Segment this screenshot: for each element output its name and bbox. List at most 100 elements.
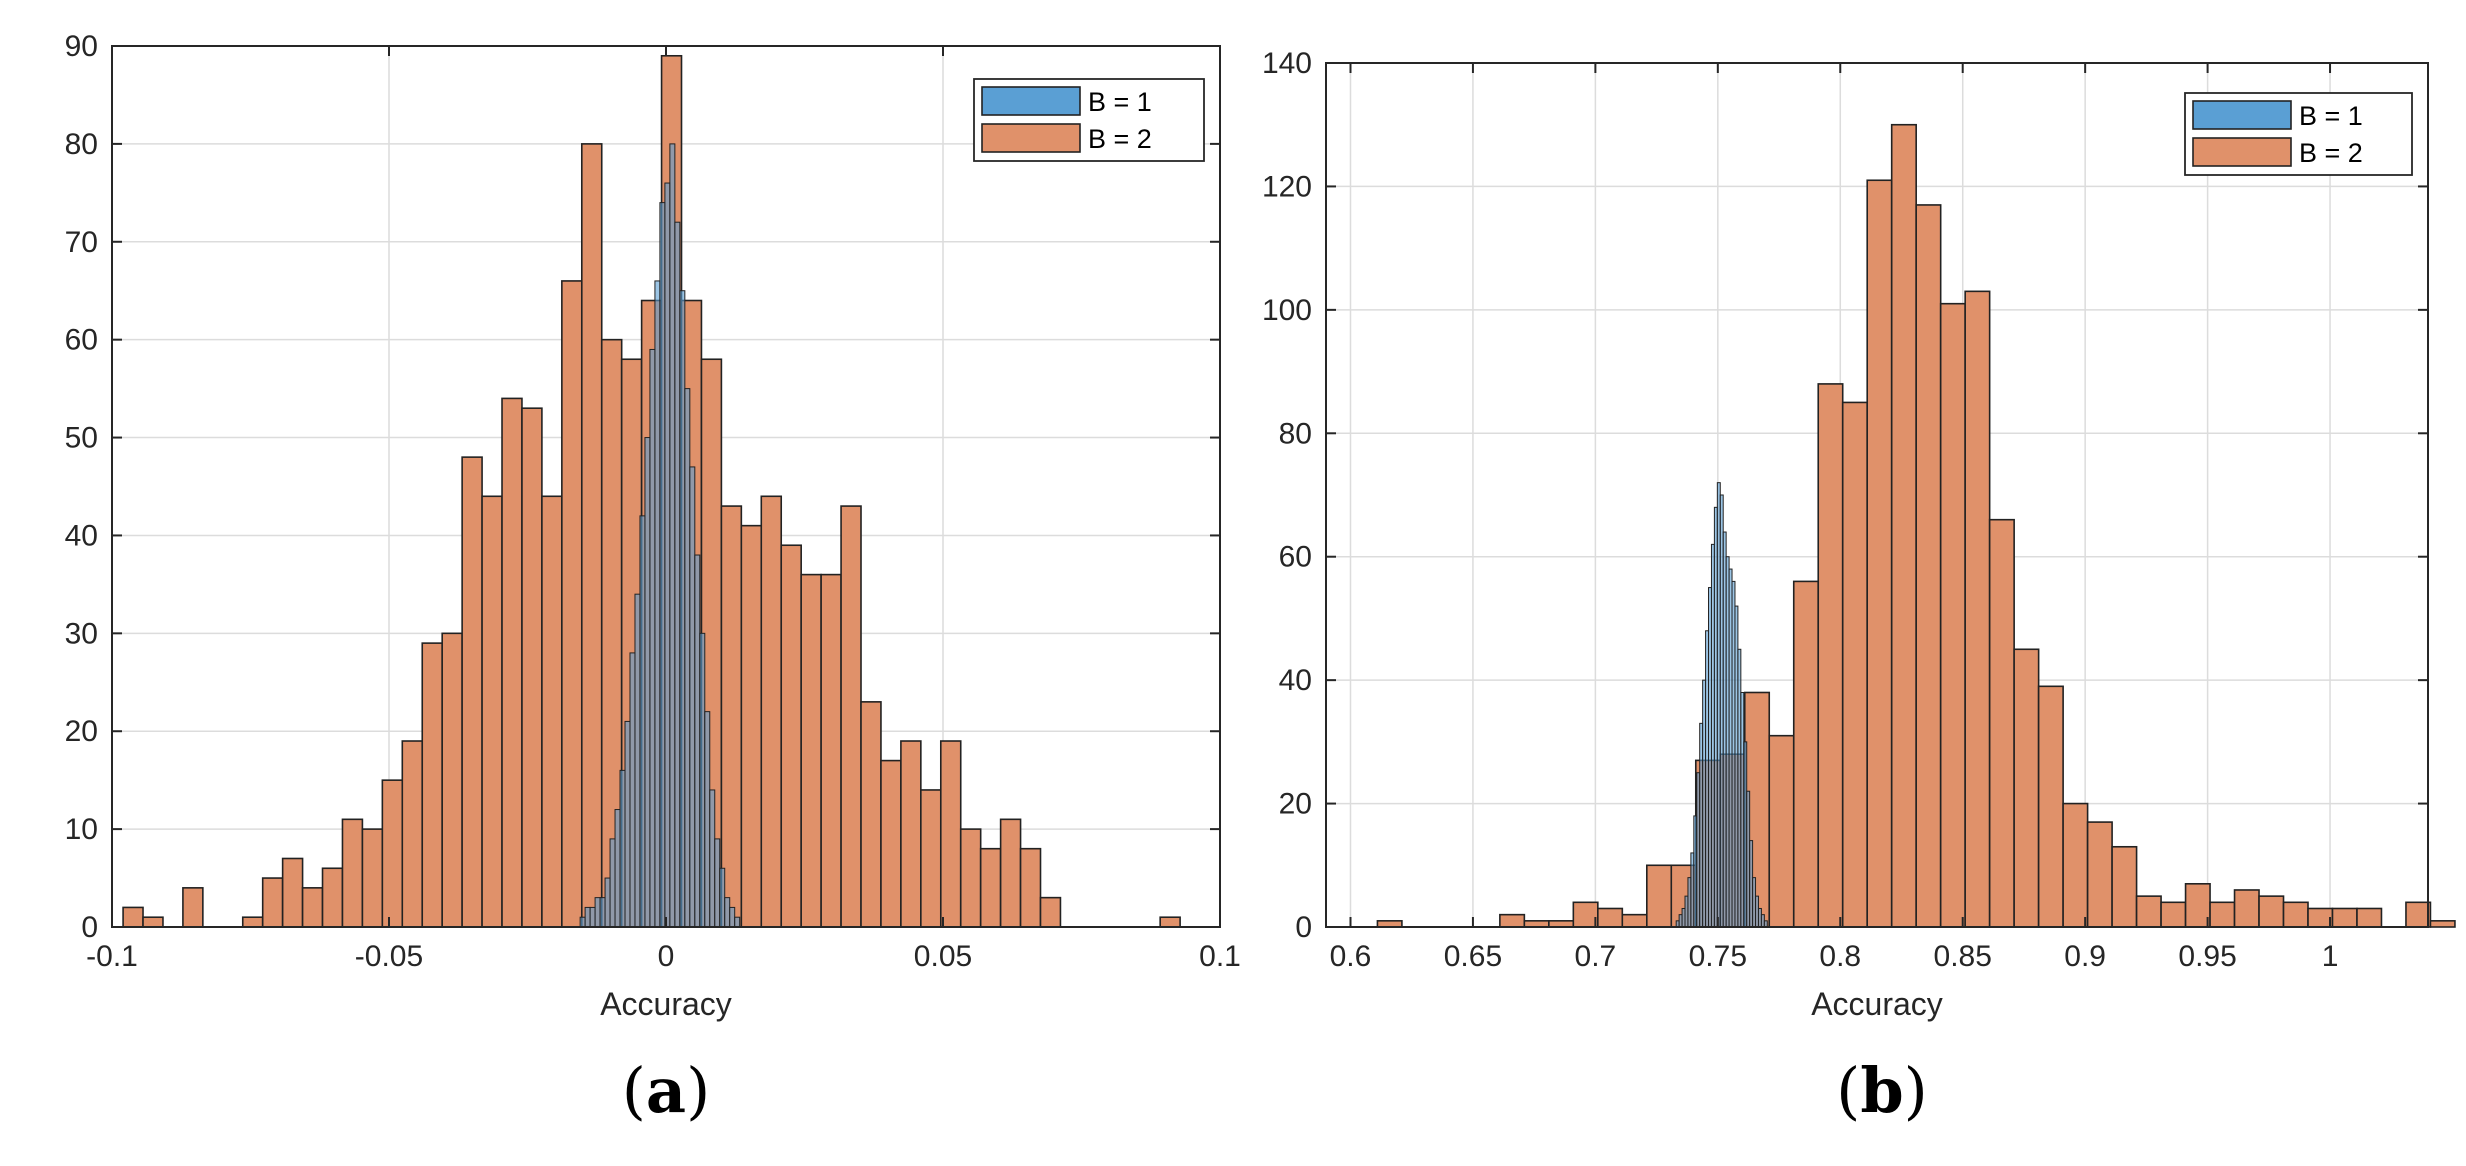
histogram-bar — [341, 818, 364, 928]
y-tick-label: 20 — [1279, 788, 1312, 821]
histogram-bar — [2037, 685, 2064, 928]
histogram-bar — [694, 554, 701, 928]
histogram-bar — [2160, 901, 2187, 928]
histogram-bar — [584, 906, 591, 928]
histogram-bar — [1841, 401, 1869, 928]
histogram-bar — [860, 701, 882, 928]
histogram-bar — [920, 789, 942, 928]
histogram-bar — [644, 437, 651, 928]
histogram-bar — [561, 280, 583, 928]
histogram-bar — [1039, 896, 1062, 928]
histogram-bar — [724, 897, 731, 928]
histogram-bar — [2429, 920, 2456, 928]
y-tick-label: 0 — [1295, 911, 1312, 944]
histogram-bar — [2258, 895, 2285, 928]
y-tick-label: 50 — [65, 422, 98, 455]
y-tick-label: 80 — [65, 128, 98, 161]
legend: B = 1 B = 2 — [973, 78, 1205, 162]
histogram-bar — [461, 456, 483, 928]
histogram-bar — [840, 505, 862, 928]
y-tick-label: 20 — [65, 715, 98, 748]
legend-label: B = 2 — [1088, 124, 1152, 154]
panel-label: (a) — [622, 1054, 711, 1127]
ticks: 0.6 0.65 0.7 0.75 0.8 0.85 0.9 0.95 1 0 20 40 60 80 10… — [1262, 47, 2428, 973]
legend-swatch — [2192, 100, 2292, 130]
histogram-bar — [609, 838, 616, 928]
y-tick-label: 40 — [65, 519, 98, 552]
histogram-bar — [2331, 907, 2358, 928]
x-tick-label: 0.75 — [1689, 940, 1747, 973]
histogram-bar — [2013, 648, 2040, 928]
histogram-bar — [481, 495, 503, 928]
histogram-bar — [674, 221, 681, 928]
x-tick-label: 0.7 — [1575, 940, 1617, 973]
series-B-eq-1 — [1675, 482, 1768, 928]
histogram-bar — [880, 759, 902, 928]
histogram-bar — [580, 143, 603, 928]
histogram-bar — [604, 877, 611, 928]
legend-swatch — [2192, 137, 2292, 167]
histogram-bar — [1915, 204, 1942, 928]
x-tick-label: 0.1 — [1199, 940, 1241, 973]
y-tick-label: 100 — [1262, 294, 1312, 327]
x-axis-label: Accuracy — [1811, 986, 1943, 1022]
y-tick-label: 30 — [65, 617, 98, 650]
histogram-bar — [900, 740, 922, 928]
histogram-bar — [2405, 901, 2432, 928]
histogram-bar — [760, 495, 783, 928]
x-tick-label: 0.6 — [1330, 940, 1372, 973]
x-tick-label: 1 — [2322, 940, 2339, 973]
histogram-bar — [704, 711, 711, 928]
x-tick-label: 0.9 — [2064, 940, 2106, 973]
x-tick-label: 0.95 — [2178, 940, 2236, 973]
histogram-bar — [2356, 907, 2383, 928]
histogram-bar — [1572, 901, 1599, 928]
legend-label: B = 1 — [1088, 87, 1152, 117]
histogram-bar — [1988, 518, 2015, 928]
histogram-bar — [2209, 901, 2236, 928]
y-tick-label: 10 — [65, 813, 98, 846]
series-B-eq-2 — [1376, 123, 2456, 928]
histogram-bar — [521, 407, 543, 928]
histogram-bar — [501, 397, 523, 928]
histogram-panel-b: 0.6 0.65 0.7 0.75 0.8 0.85 0.9 0.95 1 0 20 40 60 80 10… — [1262, 47, 2456, 1127]
axes-box — [1325, 62, 2429, 928]
y-tick-label: 60 — [65, 324, 98, 357]
histogram-bar — [1890, 123, 1917, 928]
x-tick-label: 0.85 — [1934, 940, 1992, 973]
histogram-bar — [1939, 302, 1966, 928]
histogram-bar — [684, 388, 691, 928]
histogram-bar — [421, 642, 443, 928]
histogram-bar — [999, 818, 1022, 928]
histogram-bar — [959, 828, 982, 928]
y-tick-label: 140 — [1262, 47, 1312, 80]
histogram-bar — [281, 857, 304, 928]
histogram-bar — [241, 916, 264, 928]
y-tick-label: 60 — [1279, 541, 1312, 574]
y-tick-label: 40 — [1279, 664, 1312, 697]
histogram-bar — [740, 524, 763, 928]
histogram-bar — [261, 877, 284, 928]
histogram-bar — [780, 544, 802, 928]
histogram-bar — [541, 495, 563, 928]
legend: B = 1 B = 2 — [2184, 92, 2413, 176]
histogram-bar — [619, 769, 626, 928]
histogram-bar — [939, 740, 962, 928]
histogram-bar — [589, 906, 596, 928]
histogram-bar — [1768, 734, 1795, 928]
histogram-bar — [1019, 847, 1042, 928]
histogram-bar — [1159, 916, 1181, 928]
histogram-bar — [634, 593, 641, 928]
histogram-bar — [381, 779, 404, 928]
histogram-bar — [709, 789, 716, 928]
histogram-bar — [659, 202, 666, 928]
histogram-bar — [2307, 907, 2334, 928]
x-tick-label: 0.65 — [1444, 940, 1502, 973]
y-tick-label: 80 — [1279, 417, 1312, 450]
panel-label-letter: a — [646, 1054, 686, 1127]
panel-label-open: ( — [1836, 1054, 1860, 1127]
histogram-bar — [2111, 845, 2138, 928]
histogram-bar — [1866, 179, 1893, 928]
panel-label-close: ) — [686, 1054, 710, 1127]
y-tick-label: 90 — [65, 30, 98, 63]
